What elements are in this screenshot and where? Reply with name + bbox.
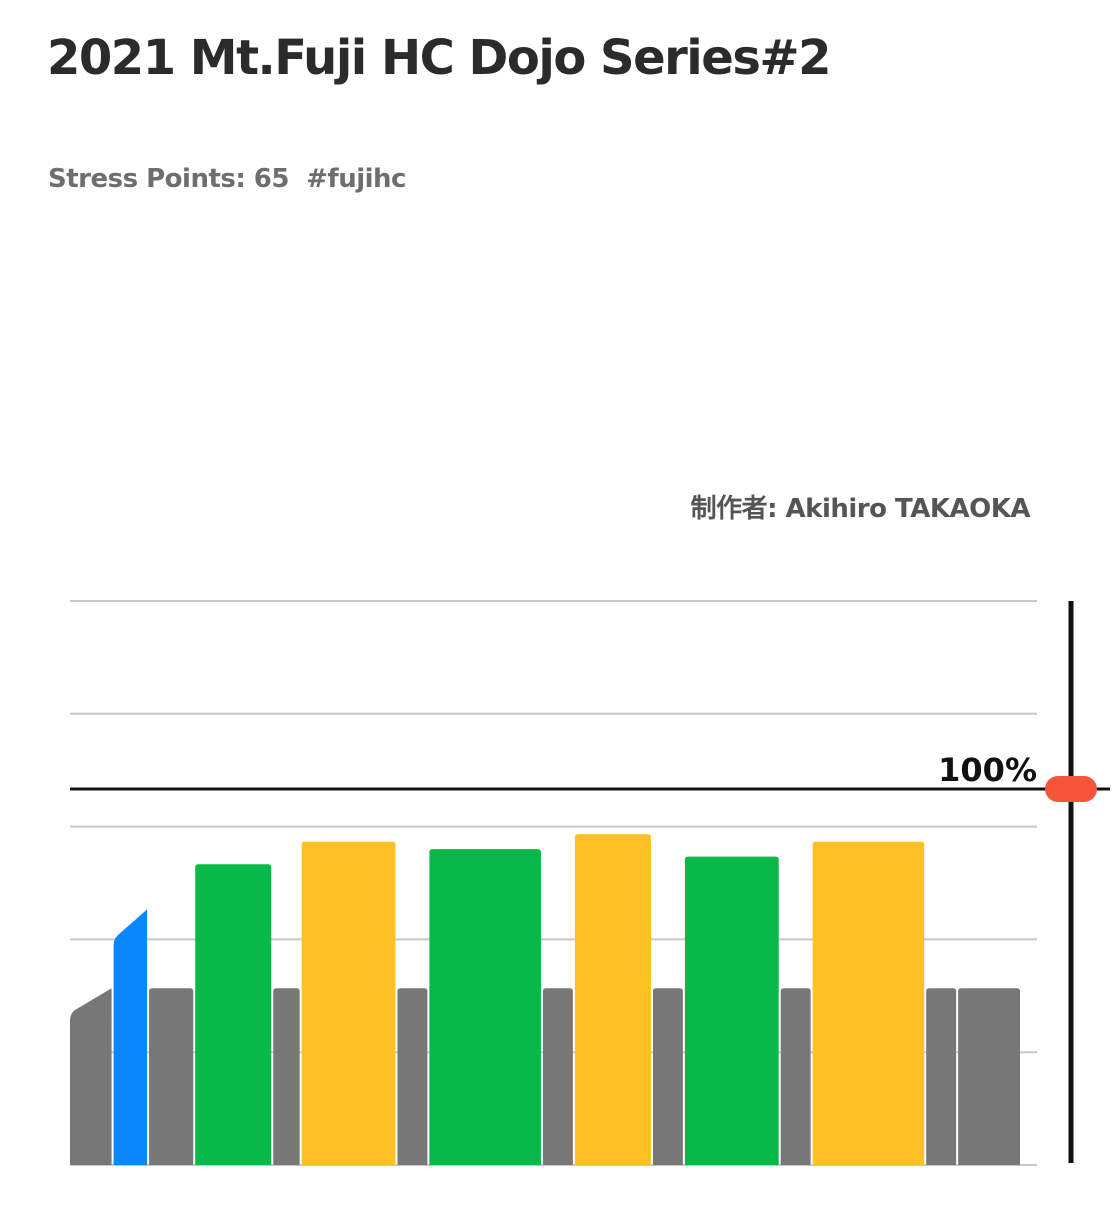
threshold-label: 100% [938, 751, 1037, 789]
workout-interval-bar [273, 988, 300, 1165]
workout-ramp-bar [70, 988, 112, 1165]
workout-interval-bar [542, 988, 573, 1165]
workout-interval-bar [652, 988, 683, 1165]
workout-interval-bar [574, 834, 651, 1165]
workout-interval-bar [812, 841, 925, 1165]
workout-interval-bar [149, 988, 194, 1165]
workout-interval-bar [429, 849, 541, 1165]
workout-interval-bar [301, 841, 396, 1165]
workout-interval-bar [780, 988, 811, 1165]
workout-ramp-bar [113, 909, 148, 1165]
stress-points-subtitle: Stress Points: 65 #fujihc [48, 164, 406, 194]
workout-interval-bar [397, 988, 428, 1165]
workout-interval-bar [684, 856, 779, 1165]
threshold-overlay: 100% [70, 601, 1110, 1163]
workout-interval-bar [958, 988, 1020, 1165]
chart-title: 2021 Mt.Fuji HC Dojo Series#2 [47, 30, 832, 86]
intensity-slider-handle[interactable] [1045, 776, 1097, 802]
workout-interval-bar [195, 864, 272, 1165]
author-credit: 制作者: Akihiro TAKAOKA [690, 494, 1031, 524]
workout-bars [70, 834, 1020, 1165]
workout-interval-bar [926, 988, 957, 1165]
